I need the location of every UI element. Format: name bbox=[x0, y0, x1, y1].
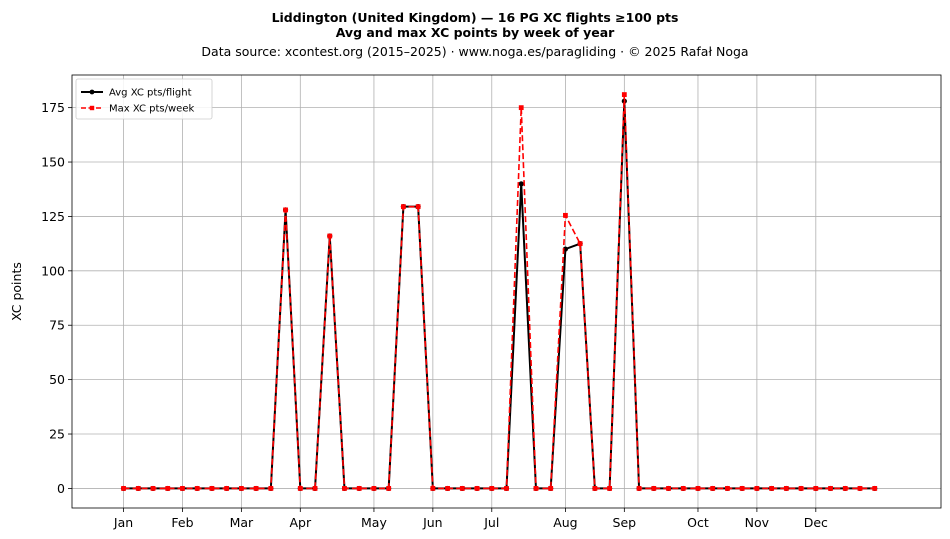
data-point bbox=[607, 486, 613, 491]
chart-title: Liddington (United Kingdom) — 16 PG XC f… bbox=[272, 10, 679, 25]
data-point bbox=[548, 486, 554, 491]
series-line bbox=[123, 93, 875, 490]
data-point bbox=[135, 486, 141, 491]
y-tick-label: 50 bbox=[49, 372, 65, 387]
data-point bbox=[415, 204, 421, 210]
y-tick-label: 125 bbox=[41, 209, 65, 224]
data-point bbox=[504, 486, 509, 491]
plot-frame bbox=[71, 74, 942, 509]
x-tick-label: Feb bbox=[171, 515, 193, 530]
x-tick-label: Aug bbox=[553, 515, 577, 530]
series-layer bbox=[120, 92, 878, 492]
data-point bbox=[636, 486, 642, 491]
data-point bbox=[651, 486, 657, 491]
data-point bbox=[150, 486, 156, 491]
data-point bbox=[754, 486, 760, 491]
data-point bbox=[621, 92, 627, 97]
data-point bbox=[283, 207, 288, 213]
data-point bbox=[857, 486, 863, 491]
data-point bbox=[356, 486, 362, 491]
legend-marker bbox=[89, 89, 95, 95]
x-tick-label: Mar bbox=[230, 515, 254, 530]
data-point bbox=[710, 486, 716, 491]
data-point bbox=[371, 486, 377, 491]
data-point bbox=[268, 486, 274, 491]
data-point bbox=[533, 486, 539, 491]
data-point bbox=[518, 105, 524, 111]
series-line bbox=[123, 100, 875, 490]
data-point bbox=[121, 486, 126, 491]
data-point bbox=[577, 241, 583, 247]
y-tick-label: 175 bbox=[41, 100, 65, 115]
data-point bbox=[430, 486, 436, 491]
data-point bbox=[563, 212, 568, 218]
data-point bbox=[666, 486, 671, 491]
x-tick-label: Jan bbox=[113, 515, 133, 530]
data-point bbox=[872, 486, 878, 491]
legend: Avg XC pts/flight Max XC pts/week bbox=[75, 78, 213, 120]
x-tick-label: Oct bbox=[687, 515, 709, 530]
y-tick-label: 25 bbox=[49, 427, 65, 442]
data-point bbox=[842, 486, 848, 491]
chart-subtitle: Avg and max XC points by week of year bbox=[336, 25, 615, 40]
legend-label: Max XC pts/week bbox=[109, 104, 194, 115]
legend-label: Avg XC pts/flight bbox=[109, 88, 192, 99]
data-point bbox=[224, 486, 230, 491]
data-point bbox=[695, 486, 701, 491]
data-point bbox=[165, 486, 171, 491]
x-tick-label: Nov bbox=[745, 515, 770, 530]
x-tick-label: Apr bbox=[289, 515, 311, 530]
y-tick-label: 0 bbox=[57, 481, 65, 496]
data-point bbox=[813, 486, 819, 491]
x-tick-label: May bbox=[361, 515, 387, 530]
data-point bbox=[386, 486, 392, 491]
y-tick-label: 75 bbox=[49, 318, 65, 333]
data-point bbox=[592, 486, 598, 491]
y-tick-label: 150 bbox=[41, 155, 65, 170]
legend-marker bbox=[89, 105, 95, 111]
data-point bbox=[489, 486, 495, 491]
data-point bbox=[327, 233, 333, 239]
data-point bbox=[445, 486, 450, 491]
data-point bbox=[725, 486, 730, 491]
y-axis: 0 25 50 75 100 125 150 175 bbox=[41, 100, 72, 496]
data-point bbox=[209, 486, 215, 491]
data-point bbox=[253, 486, 259, 491]
x-tick-label: Jun bbox=[422, 515, 443, 530]
chart-source: Data source: xcontest.org (2015–2025) · … bbox=[201, 44, 748, 59]
x-tick-label: Jul bbox=[483, 515, 499, 530]
y-tick-label: 100 bbox=[41, 263, 65, 278]
legend-box bbox=[75, 78, 213, 120]
x-tick-label: Dec bbox=[804, 515, 828, 530]
data-point bbox=[459, 486, 465, 491]
data-point bbox=[518, 181, 524, 187]
data-point bbox=[783, 486, 789, 491]
data-point bbox=[828, 486, 833, 491]
data-point bbox=[180, 486, 185, 491]
data-point bbox=[400, 204, 406, 210]
data-point bbox=[769, 486, 775, 491]
data-point bbox=[194, 486, 200, 491]
data-point bbox=[312, 486, 318, 491]
x-tick-label: Sep bbox=[613, 515, 637, 530]
y-axis-label: XC points bbox=[9, 262, 24, 321]
x-axis: Jan Feb Mar Apr May Jun Jul Aug Sep Oct Nov Dec bbox=[113, 508, 828, 530]
data-point bbox=[342, 486, 347, 491]
data-point bbox=[474, 486, 480, 491]
data-point bbox=[680, 486, 686, 491]
grid bbox=[72, 75, 941, 508]
data-point bbox=[798, 486, 804, 491]
data-point bbox=[739, 486, 745, 491]
data-point bbox=[238, 486, 244, 491]
data-point bbox=[297, 486, 303, 491]
